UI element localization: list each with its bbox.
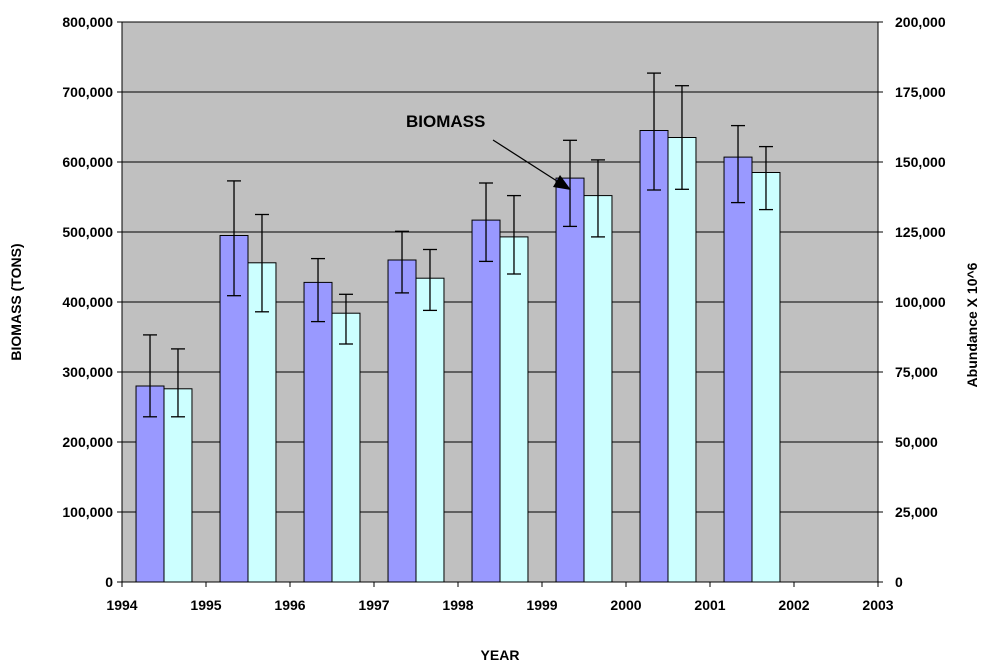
bar-abundance [247, 262, 277, 583]
bar-abundance [499, 236, 529, 583]
x-tick-label: 1995 [190, 597, 221, 613]
x-tick-label: 2001 [694, 597, 725, 613]
left-tick-label: 600,000 [62, 154, 113, 170]
right-tick-label: 150,000 [895, 154, 946, 170]
x-tick-label: 1994 [106, 597, 137, 613]
bar-abundance [415, 277, 445, 583]
bar-biomass [303, 281, 333, 583]
annotation-label: BIOMASS [406, 112, 485, 131]
x-axis-title: YEAR [481, 647, 520, 663]
left-tick-label: 100,000 [62, 504, 113, 520]
left-axis: 0 100,000 200,000 300,000 400,000 500,000 600,… [62, 14, 123, 590]
x-tick-label: 1996 [274, 597, 305, 613]
x-tick-label: 1998 [442, 597, 473, 613]
bar-abundance [667, 137, 697, 583]
biomass-annotation: BIOMASS [406, 112, 571, 190]
left-tick-label: 0 [105, 574, 113, 590]
x-tick-label: 2000 [610, 597, 641, 613]
left-tick-label: 200,000 [62, 434, 113, 450]
error-bars [143, 72, 773, 418]
right-tick-label: 75,000 [895, 364, 938, 380]
right-tick-label: 50,000 [895, 434, 938, 450]
bar-biomass [387, 259, 417, 583]
right-axis: 0 25,000 50,000 75,000 100,000 125,000 150,000… [877, 14, 946, 590]
right-axis-title: Abundance X 10^6 [964, 262, 980, 387]
annotation-arrow-head [553, 175, 571, 190]
x-axis: 1994 1995 1996 1997 1998 1999 2000 2001 2002 2003 [106, 581, 894, 613]
left-tick-label: 800,000 [62, 14, 113, 30]
annotation-arrow-line [492, 139, 561, 184]
right-tick-label: 25,000 [895, 504, 938, 520]
x-tick-label: 2002 [778, 597, 809, 613]
x-tick-label: 2003 [862, 597, 893, 613]
left-tick-label: 400,000 [62, 294, 113, 310]
right-tick-label: 100,000 [895, 294, 946, 310]
bar-biomass [471, 219, 501, 583]
left-tick-label: 300,000 [62, 364, 113, 380]
bar-biomass [639, 130, 669, 583]
right-tick-label: 200,000 [895, 14, 946, 30]
x-tick-label: 1999 [526, 597, 557, 613]
left-axis-title: BIOMASS (TONS) [8, 243, 24, 360]
right-tick-label: 0 [895, 574, 903, 590]
x-tick-label: 1997 [358, 597, 389, 613]
left-tick-label: 500,000 [62, 224, 113, 240]
right-tick-label: 175,000 [895, 84, 946, 100]
bar-abundance [331, 312, 361, 583]
bar-abundance [163, 388, 193, 583]
bar-abundance [751, 172, 781, 583]
right-tick-label: 125,000 [895, 224, 946, 240]
bar-biomass [723, 156, 753, 583]
left-tick-label: 700,000 [62, 84, 113, 100]
bar-abundance [583, 195, 613, 583]
bar-biomass [555, 177, 585, 583]
